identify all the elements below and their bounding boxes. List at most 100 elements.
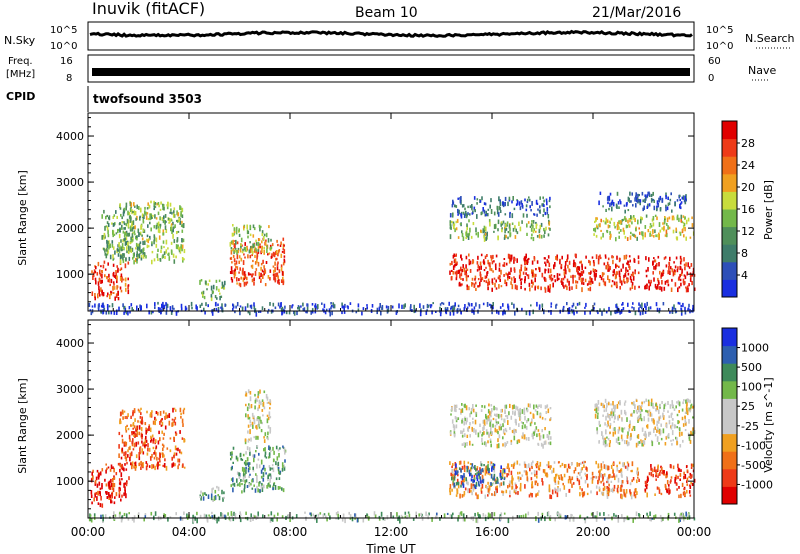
velocity-cell: [118, 487, 120, 492]
velocity-cell: [397, 516, 399, 521]
power-cell: [113, 286, 116, 290]
power-cell: [449, 227, 452, 230]
velocity-cell: [613, 484, 616, 489]
velocity-cell: [598, 488, 601, 492]
velocity-cell: [623, 465, 625, 468]
velocity-cell: [635, 442, 638, 448]
power-cell: [477, 234, 479, 238]
velocity-cell: [249, 473, 251, 476]
nave-label: Nave: [748, 64, 776, 77]
power-cell: [115, 232, 118, 235]
power-cell: [297, 307, 299, 310]
power-cell: [161, 308, 163, 312]
velocity-cell: [609, 440, 611, 444]
velocity-cell: [93, 513, 96, 517]
power-cell: [485, 236, 487, 241]
power-cell: [626, 202, 628, 206]
velocity-cell: [118, 491, 121, 495]
velocity-cell: [547, 408, 550, 414]
power-cell: [343, 310, 346, 314]
power-cell: [507, 277, 509, 281]
velocity-cell: [603, 517, 606, 521]
velocity-cell: [507, 485, 509, 489]
velocity-cell: [636, 411, 638, 414]
velocity-cell: [242, 473, 245, 477]
power-cell: [268, 252, 271, 255]
power-region: [91, 260, 130, 301]
velocity-cell: [478, 484, 481, 487]
power-cell: [658, 222, 661, 227]
power-cell: [180, 211, 182, 216]
power-cell: [161, 303, 163, 309]
velocity-cell: [665, 436, 668, 440]
power-cell: [665, 195, 667, 200]
velocity-cell: [472, 483, 475, 487]
velocity-cell: [119, 420, 121, 425]
velocity-cell: [644, 432, 647, 437]
velocity-cell: [208, 514, 210, 517]
velocity-cell: [211, 511, 213, 515]
power-cell: [263, 246, 265, 250]
velocity-cell: [479, 476, 482, 481]
velocity-cell: [518, 423, 520, 427]
velocity-cell: [534, 409, 537, 412]
power-cell: [477, 285, 479, 288]
velocity-cell: [163, 454, 165, 458]
power-cell: [263, 271, 265, 276]
velocity-cell: [457, 417, 460, 420]
power-cell: [619, 310, 621, 315]
velocity-cell: [134, 435, 136, 438]
power-cell: [107, 229, 109, 235]
power-cell: [221, 307, 223, 311]
power-cell: [261, 246, 263, 250]
power-cell: [668, 202, 671, 205]
velocity-cell: [525, 425, 528, 430]
velocity-cell: [503, 512, 506, 515]
velocity-cell: [620, 471, 623, 477]
velocity-cell: [455, 424, 458, 429]
velocity-cell: [269, 518, 272, 523]
power-cell: [480, 278, 482, 282]
velocity-cell: [554, 488, 557, 494]
power-cell: [280, 253, 283, 258]
velocity-cell: [678, 494, 680, 499]
power-cell: [154, 302, 156, 307]
velocity-cell: [682, 439, 684, 443]
power-cell: [112, 233, 114, 238]
power-cell: [489, 204, 491, 209]
velocity-cell: [614, 431, 616, 435]
time-tick-label: 00:00: [71, 525, 106, 539]
velocity-cell: [154, 511, 157, 516]
velocity-cell: [453, 409, 456, 412]
velocity-colorbar-swatch: [722, 416, 737, 435]
power-cell: [100, 311, 102, 314]
velocity-cell: [610, 480, 613, 483]
velocity-cell: [565, 515, 568, 520]
power-cell: [146, 303, 148, 309]
power-cell: [297, 305, 300, 309]
power-cell: [654, 229, 656, 234]
freq-label: Freq.: [8, 56, 33, 67]
power-cell: [563, 271, 566, 276]
power-cell: [562, 307, 565, 311]
power-cell: [660, 286, 663, 292]
velocity-cell: [655, 478, 657, 481]
power-cell: [580, 277, 583, 283]
power-cell: [524, 198, 526, 202]
velocity-cell: [661, 401, 663, 404]
power-cell: [232, 224, 234, 227]
velocity-cell: [606, 486, 608, 490]
power-cell: [527, 258, 529, 264]
power-cell: [649, 225, 651, 229]
velocity-cell: [169, 437, 172, 440]
power-cell: [623, 274, 625, 279]
velocity-cell: [637, 405, 639, 411]
velocity-cell: [676, 483, 678, 486]
power-cell: [140, 208, 142, 213]
power-cell: [530, 304, 532, 307]
velocity-cell: [477, 494, 479, 500]
power-cell: [165, 249, 168, 254]
velocity-cell: [478, 476, 480, 479]
power-cell: [607, 269, 609, 272]
power-cell: [498, 262, 501, 267]
